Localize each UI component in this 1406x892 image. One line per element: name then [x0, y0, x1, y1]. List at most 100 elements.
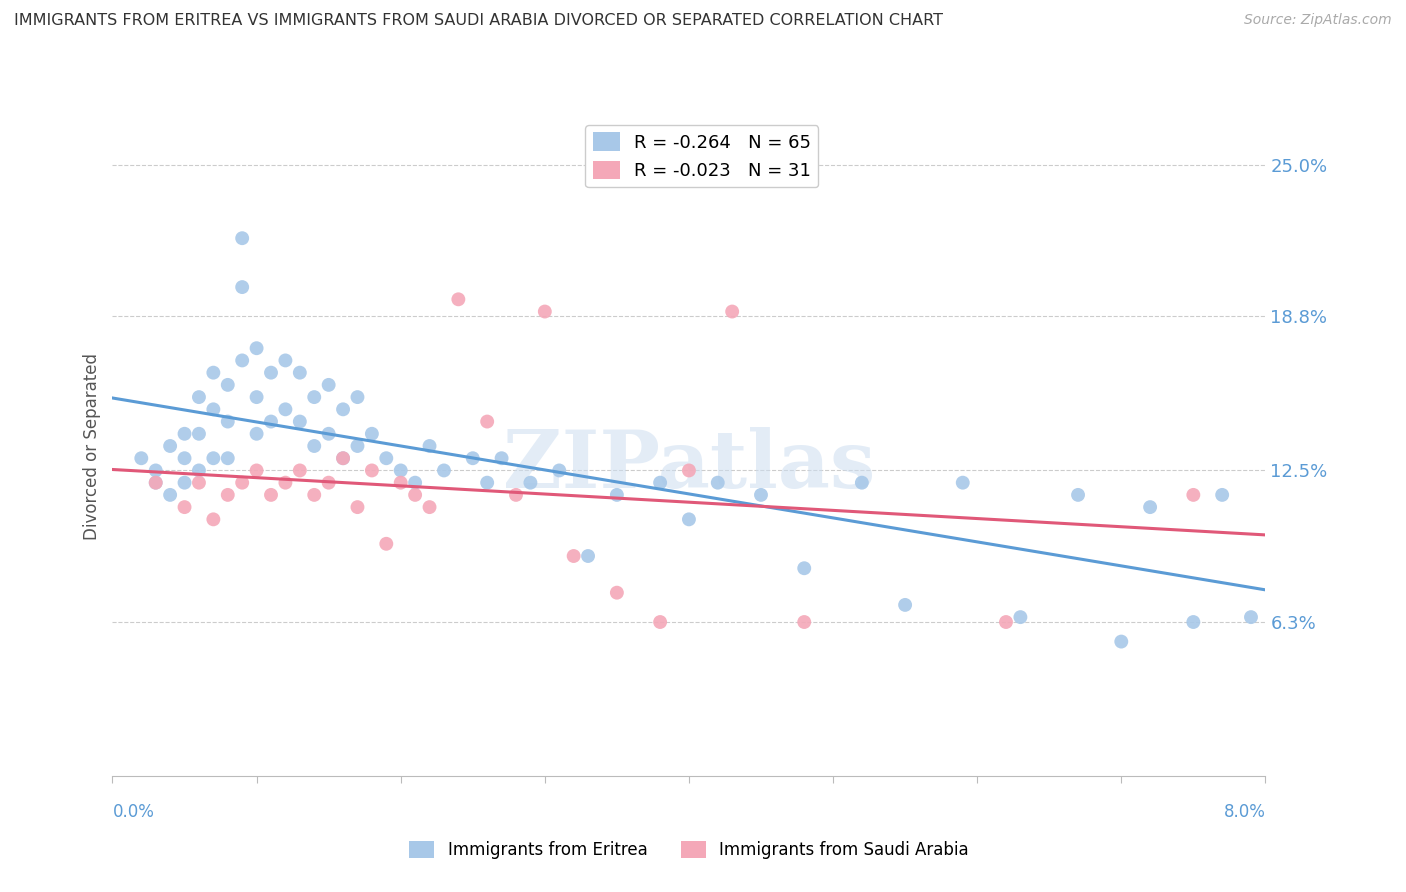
Legend: Immigrants from Eritrea, Immigrants from Saudi Arabia: Immigrants from Eritrea, Immigrants from… [402, 834, 976, 866]
Point [678, 512, 700, 526]
Point [648, 475, 672, 490]
Point [304, 439, 326, 453]
Point [1111, 634, 1133, 648]
Point [389, 475, 412, 490]
Point [721, 304, 744, 318]
Point [231, 475, 253, 490]
Point [1211, 488, 1233, 502]
Point [1139, 500, 1161, 515]
Point [1182, 615, 1205, 629]
Point [129, 451, 153, 466]
Point [375, 537, 398, 551]
Point [217, 415, 239, 429]
Point [648, 615, 672, 629]
Point [360, 426, 382, 441]
Point [389, 463, 412, 477]
Point [749, 488, 772, 502]
Point [159, 488, 181, 502]
Point [461, 451, 484, 466]
Point [793, 561, 815, 575]
Point [173, 475, 195, 490]
Point [1240, 610, 1263, 624]
Point [260, 366, 283, 380]
Point [475, 415, 498, 429]
Point [952, 475, 974, 490]
Point [202, 402, 225, 417]
Point [404, 488, 426, 502]
Point [188, 390, 211, 404]
Text: ZIPatlas: ZIPatlas [503, 426, 875, 505]
Point [173, 426, 195, 441]
Point [304, 390, 326, 404]
Point [318, 377, 340, 392]
Point [346, 390, 368, 404]
Point [447, 293, 470, 307]
Point [332, 402, 354, 417]
Point [995, 615, 1018, 629]
Point [491, 451, 513, 466]
Point [707, 475, 730, 490]
Point [533, 304, 555, 318]
Point [188, 463, 211, 477]
Text: 0.0%: 0.0% [112, 803, 155, 821]
Point [145, 475, 167, 490]
Point [217, 488, 239, 502]
Point [173, 500, 195, 515]
Point [145, 463, 167, 477]
Legend: R = -0.264   N = 65, R = -0.023   N = 31: R = -0.264 N = 65, R = -0.023 N = 31 [585, 125, 818, 187]
Point [419, 439, 441, 453]
Point [562, 549, 585, 563]
Point [274, 475, 297, 490]
Point [202, 512, 225, 526]
Point [202, 451, 225, 466]
Point [288, 415, 311, 429]
Point [505, 488, 527, 502]
Point [318, 426, 340, 441]
Point [318, 475, 340, 490]
Point [217, 451, 239, 466]
Point [245, 426, 267, 441]
Point [576, 549, 599, 563]
Point [231, 353, 253, 368]
Point [288, 366, 311, 380]
Point [245, 463, 267, 477]
Point [260, 488, 283, 502]
Text: IMMIGRANTS FROM ERITREA VS IMMIGRANTS FROM SAUDI ARABIA DIVORCED OR SEPARATED CO: IMMIGRANTS FROM ERITREA VS IMMIGRANTS FR… [14, 13, 943, 29]
Point [1182, 488, 1205, 502]
Point [188, 475, 211, 490]
Point [404, 475, 426, 490]
Point [606, 585, 628, 599]
Point [274, 402, 297, 417]
Point [217, 377, 239, 392]
Point [145, 475, 167, 490]
Point [173, 451, 195, 466]
Point [475, 475, 498, 490]
Point [231, 280, 253, 294]
Point [332, 451, 354, 466]
Point [332, 451, 354, 466]
Point [159, 439, 181, 453]
Point [433, 463, 456, 477]
Text: 8.0%: 8.0% [1223, 803, 1265, 821]
Point [274, 353, 297, 368]
Y-axis label: Divorced or Separated: Divorced or Separated [83, 352, 101, 540]
Point [231, 231, 253, 245]
Point [851, 475, 873, 490]
Point [260, 415, 283, 429]
Point [678, 463, 700, 477]
Point [1010, 610, 1032, 624]
Point [346, 439, 368, 453]
Text: Source: ZipAtlas.com: Source: ZipAtlas.com [1244, 13, 1392, 28]
Point [304, 488, 326, 502]
Point [360, 463, 382, 477]
Point [606, 488, 628, 502]
Point [894, 598, 917, 612]
Point [202, 366, 225, 380]
Point [288, 463, 311, 477]
Point [793, 615, 815, 629]
Point [419, 500, 441, 515]
Point [188, 426, 211, 441]
Point [548, 463, 571, 477]
Point [346, 500, 368, 515]
Point [375, 451, 398, 466]
